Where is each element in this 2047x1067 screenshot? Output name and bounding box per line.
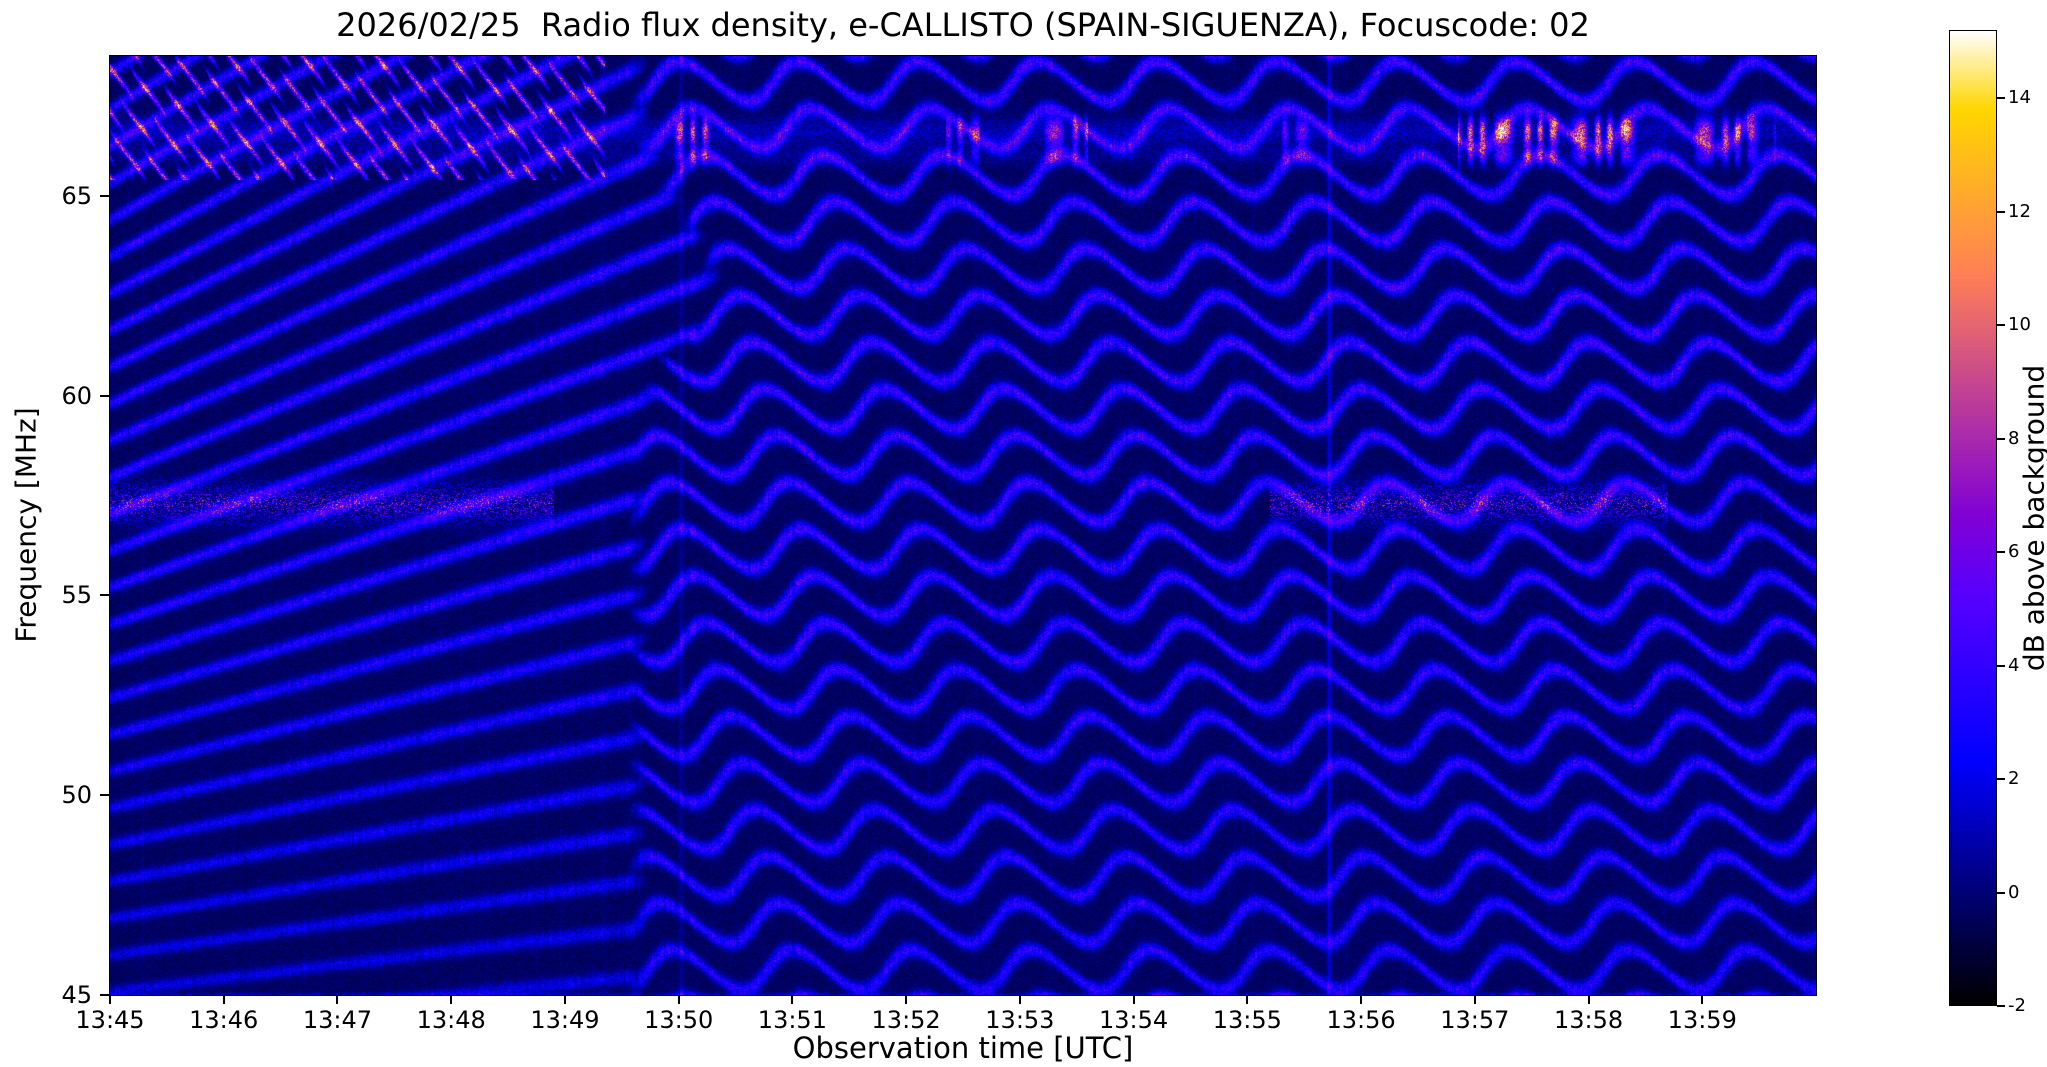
x-tick-mark: [1473, 995, 1476, 1004]
x-tick-label: 13:57: [1440, 1006, 1510, 1034]
x-tick-mark: [1132, 995, 1135, 1004]
x-axis-label: Observation time [UTC]: [792, 1031, 1134, 1065]
y-tick-label: 45: [61, 981, 92, 1009]
colorbar-tick-mark: [1997, 891, 2005, 894]
x-tick-mark: [1246, 995, 1249, 1004]
x-tick-label: 13:46: [189, 1006, 259, 1034]
x-tick-label: 13:47: [302, 1006, 373, 1034]
colorbar-tick-label: 14: [2008, 87, 2031, 109]
y-tick-label: 65: [61, 181, 92, 210]
x-tick-mark: [1701, 995, 1704, 1004]
x-tick-mark: [563, 995, 566, 1004]
colorbar-tick-label: 12: [2008, 200, 2031, 222]
x-tick-label: 13:48: [416, 1006, 486, 1034]
colorbar-tick-label: 2: [2008, 768, 2020, 790]
y-tick-mark: [100, 594, 110, 597]
x-tick-mark: [1587, 995, 1590, 1004]
y-tick-label: 60: [61, 381, 92, 410]
colorbar-tick-mark: [1997, 664, 2005, 667]
colorbar-tick-mark: [1997, 210, 2005, 213]
colorbar-tick-label: 0: [2008, 881, 2020, 903]
y-tick-mark: [100, 994, 110, 996]
x-tick-label: 13:52: [871, 1006, 941, 1034]
x-tick-mark: [791, 995, 794, 1004]
x-tick-mark: [450, 995, 453, 1004]
x-tick-mark: [1360, 995, 1363, 1004]
chart-title: 2026/02/25 Radio flux density, e-CALLIST…: [336, 6, 1590, 44]
colorbar-tick-mark: [1997, 1005, 2005, 1007]
colorbar-tick-mark: [1997, 97, 2005, 100]
x-tick-mark: [109, 995, 111, 1004]
x-tick-label: 13:53: [985, 1006, 1055, 1034]
colorbar-tick-mark: [1997, 324, 2005, 327]
colorbar-canvas: [1950, 31, 1996, 1005]
x-tick-label: 13:50: [644, 1006, 714, 1034]
y-tick-label: 50: [61, 781, 92, 810]
colorbar-tick-mark: [1997, 778, 2005, 781]
x-tick-mark: [336, 995, 339, 1004]
colorbar-tick-label: 10: [2008, 314, 2031, 336]
x-tick-label: 13:58: [1553, 1006, 1624, 1034]
x-tick-mark: [905, 995, 908, 1004]
y-tick-mark: [100, 394, 110, 397]
x-tick-mark: [222, 995, 225, 1004]
x-tick-label: 13:51: [757, 1006, 827, 1034]
colorbar-tick-label: 6: [2008, 541, 2020, 563]
colorbar-tick-mark: [1997, 551, 2005, 554]
colorbar: [1949, 30, 1997, 1006]
spectrogram-plot: [109, 55, 1817, 996]
x-tick-mark: [1018, 995, 1021, 1004]
colorbar-tick-label: 8: [2008, 427, 2020, 449]
colorbar-tick-mark: [1997, 437, 2005, 440]
x-tick-label: 13:54: [1099, 1006, 1169, 1034]
colorbar-label: dB above background: [2017, 364, 2047, 672]
x-tick-label: 13:45: [75, 1006, 145, 1034]
x-tick-label: 13:59: [1667, 1006, 1737, 1034]
y-tick-label: 55: [61, 581, 92, 610]
x-tick-label: 13:55: [1212, 1006, 1282, 1034]
colorbar-tick-label: 4: [2008, 654, 2020, 676]
x-tick-label: 13:56: [1326, 1006, 1396, 1034]
x-tick-label: 13:49: [530, 1006, 600, 1034]
y-tick-mark: [100, 794, 110, 797]
spectrogram-canvas: [110, 56, 1816, 995]
y-tick-mark: [100, 194, 110, 197]
colorbar-tick-label: -2: [2008, 995, 2026, 1016]
x-tick-mark: [677, 995, 680, 1004]
